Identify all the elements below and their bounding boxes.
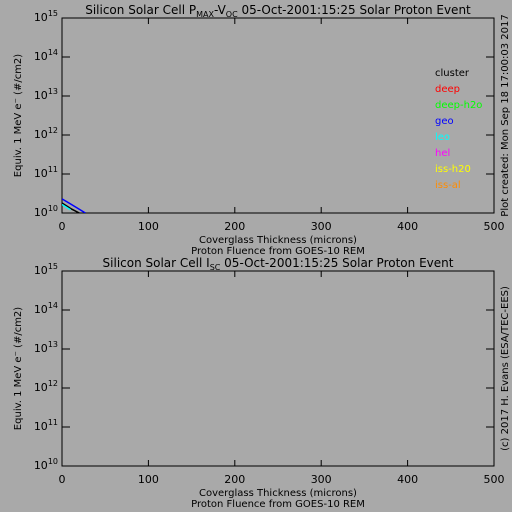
tick-base: 10: [34, 381, 48, 394]
y-tick-label: 1013: [34, 340, 58, 356]
tick-exponent: 13: [48, 87, 58, 96]
tick-exponent: 12: [48, 379, 58, 388]
tick-exponent: 15: [48, 262, 58, 271]
tick-base: 10: [34, 459, 48, 472]
y-tick-label: 1011: [34, 165, 58, 181]
legend-entry: iss-h20: [435, 164, 471, 175]
legend-entry: cluster: [435, 68, 470, 79]
y-tick-label: 1010: [34, 204, 58, 220]
legend-entry: deep-h2o: [435, 100, 482, 111]
chart-title: Silicon Solar Cell ISC 05-Oct-2001:15:25…: [103, 256, 454, 273]
tick-exponent: 15: [48, 9, 58, 18]
legend-entry: geo: [435, 116, 454, 127]
tick-base: 10: [34, 264, 48, 277]
title-segment: 05-Oct-2001:15:25 Solar Proton Event: [238, 3, 471, 17]
x-axis-label: Proton Fluence from GOES-10 REM: [191, 246, 365, 257]
chart-title: Silicon Solar Cell PMAX-VOC 05-Oct-2001:…: [85, 3, 471, 20]
y-axis-label: Equiv. 1 MeV e⁻ (#/cm2): [13, 307, 24, 430]
tick-base: 10: [34, 206, 48, 219]
x-tick-label: 100: [138, 473, 159, 486]
x-tick-label: 300: [311, 220, 332, 233]
legend-entry: deep: [435, 84, 460, 95]
x-tick-label: 300: [311, 473, 332, 486]
tick-base: 10: [34, 89, 48, 102]
title-segment: 05-Oct-2001:15:25 Solar Proton Event: [220, 256, 453, 270]
y-tick-label: 1014: [34, 301, 58, 317]
title-segment: Silicon Solar Cell P: [85, 3, 196, 17]
title-segment: Silicon Solar Cell I: [103, 256, 210, 270]
x-axis-label: Coverglass Thickness (microns): [199, 488, 357, 499]
tick-base: 10: [34, 50, 48, 63]
title-segment: -V: [214, 3, 227, 17]
x-tick-label: 400: [397, 473, 418, 486]
y-tick-label: 1015: [34, 262, 58, 278]
x-axis-label: Coverglass Thickness (microns): [199, 235, 357, 246]
annotation: (c) 2017 H. Evans (ESA/TEC-EES): [500, 286, 511, 451]
x-tick-label: 0: [59, 220, 66, 233]
y-tick-label: 1010: [34, 457, 58, 473]
annotation: Plot created: Mon Sep 18 17:00:03 2017: [500, 14, 511, 216]
tick-base: 10: [34, 11, 48, 24]
series-line: [62, 203, 72, 211]
y-tick-label: 1015: [34, 9, 58, 25]
x-tick-label: 500: [484, 473, 505, 486]
y-tick-label: 1012: [34, 126, 58, 142]
tick-exponent: 13: [48, 340, 58, 349]
tick-base: 10: [34, 167, 48, 180]
x-tick-label: 500: [484, 220, 505, 233]
plot-frame: [61, 17, 495, 214]
title-segment: MAX: [196, 10, 214, 19]
legend-entry: hel: [435, 148, 450, 159]
x-tick-label: 100: [138, 220, 159, 233]
tick-exponent: 14: [48, 301, 58, 310]
tick-base: 10: [34, 303, 48, 316]
legend-entry: leo: [435, 132, 450, 143]
x-tick-label: 200: [224, 473, 245, 486]
series-line: [62, 202, 80, 213]
title-segment: OC: [226, 10, 238, 19]
tick-exponent: 11: [48, 165, 58, 174]
x-axis-label: Proton Fluence from GOES-10 REM: [191, 499, 365, 510]
y-tick-label: 1012: [34, 379, 58, 395]
tick-exponent: 14: [48, 48, 58, 57]
plot-frame: [61, 270, 495, 467]
x-tick-label: 0: [59, 473, 66, 486]
tick-base: 10: [34, 420, 48, 433]
tick-exponent: 10: [48, 457, 58, 466]
y-tick-label: 1011: [34, 418, 58, 434]
tick-exponent: 11: [48, 418, 58, 427]
tick-base: 10: [34, 342, 48, 355]
legend-entry: iss-al: [435, 180, 461, 191]
title-segment: SC: [210, 263, 221, 272]
tick-exponent: 10: [48, 204, 58, 213]
tick-base: 10: [34, 128, 48, 141]
y-axis-label: Equiv. 1 MeV e⁻ (#/cm2): [13, 54, 24, 177]
tick-exponent: 12: [48, 126, 58, 135]
series-line: [62, 198, 86, 213]
y-tick-label: 1014: [34, 48, 58, 64]
y-tick-label: 1013: [34, 87, 58, 103]
x-tick-label: 400: [397, 220, 418, 233]
x-tick-label: 200: [224, 220, 245, 233]
